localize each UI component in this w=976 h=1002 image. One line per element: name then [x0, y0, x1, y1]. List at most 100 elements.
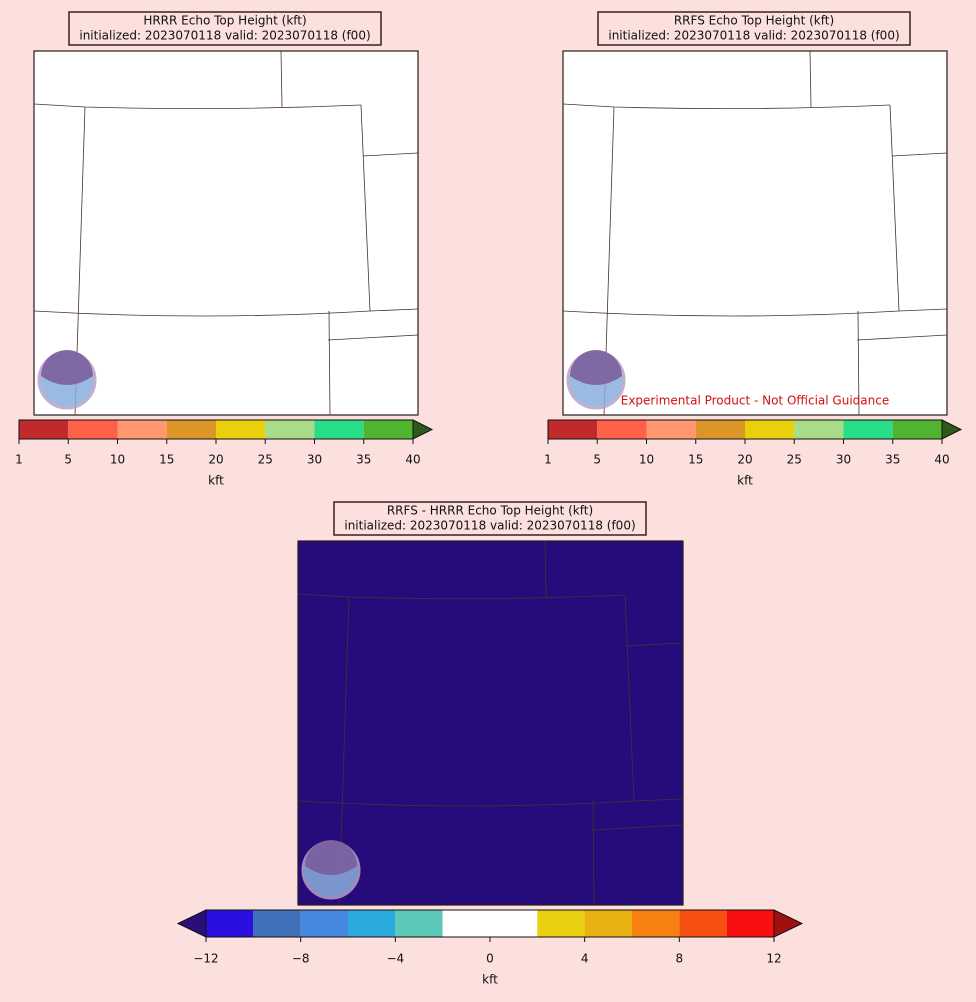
- state-border: [297, 800, 635, 807]
- state-border: [362, 152, 419, 157]
- colorbar-tick-label: −8: [292, 952, 310, 966]
- colorbar-tick-label: 20: [208, 453, 223, 467]
- note: Experimental Product - Not Official Guid…: [621, 394, 889, 408]
- colorbar-segment: [117, 420, 167, 439]
- panel-subtitle: initialized: 2023070118 valid: 202307011…: [608, 29, 899, 43]
- colorbar-segment: [646, 420, 696, 439]
- colorbar-segment: [584, 910, 632, 937]
- map-area: [33, 50, 419, 416]
- colorbar-segment: [265, 420, 315, 439]
- map-area: [562, 50, 948, 416]
- state-border: [624, 594, 635, 802]
- state-border: [327, 334, 419, 341]
- state-border: [633, 798, 683, 802]
- colorbar-tick-label: 1: [544, 453, 552, 467]
- colorbar-tick-label: 10: [639, 453, 654, 467]
- state-border: [591, 824, 683, 831]
- colorbar-extend-max: [941, 419, 963, 440]
- state-border: [562, 310, 900, 317]
- colorbar-segment: [597, 420, 647, 439]
- map-area: [297, 540, 684, 906]
- colorbar-segment: [794, 420, 844, 439]
- noaa-logo-top: [41, 350, 93, 385]
- state-border: [33, 103, 362, 109]
- panel-subtitle: initialized: 2023070118 valid: 202307011…: [344, 519, 635, 533]
- colorbar-tick-label: 30: [836, 453, 851, 467]
- colorbar-tick-label: 5: [64, 453, 72, 467]
- colorbar-tick-label: 20: [737, 453, 752, 467]
- colorbar-tick-label: 12: [766, 952, 781, 966]
- colorbar-tick-label: 15: [159, 453, 174, 467]
- colorbar-extend-min: [176, 909, 207, 938]
- colorbar-tick-label: 35: [356, 453, 371, 467]
- colorbar-tick-label: 4: [581, 952, 589, 966]
- colorbar-label: kft: [482, 973, 498, 987]
- state-borders: [562, 50, 948, 416]
- colorbar-tick-label: 30: [307, 453, 322, 467]
- state-border: [626, 642, 683, 647]
- state-border: [328, 310, 331, 416]
- colorbar-segment: [679, 910, 727, 937]
- colorbar-segment: [892, 420, 942, 439]
- state-border: [898, 308, 948, 312]
- state-border: [809, 50, 812, 108]
- panel-title: HRRR Echo Top Height (kft): [143, 14, 306, 28]
- state-border: [544, 540, 547, 598]
- state-border: [891, 152, 948, 157]
- colorbar-segment: [548, 420, 598, 439]
- colorbar-segment: [300, 910, 348, 937]
- colorbar-segment: [348, 910, 396, 937]
- panel-title: RRFS - HRRR Echo Top Height (kft): [387, 504, 593, 518]
- noaa-logo-top: [570, 350, 622, 385]
- state-border: [889, 104, 900, 312]
- colorbar-segment: [206, 910, 254, 937]
- colorbar-extend-max: [773, 909, 804, 938]
- colorbar-tick-label: 1: [15, 453, 23, 467]
- colorbar-tick-label: −4: [386, 952, 404, 966]
- colorbar-tick-label: 5: [593, 453, 601, 467]
- colorbar-segment: [216, 420, 266, 439]
- colorbar-tick-label: 15: [688, 453, 703, 467]
- colorbar-segment: [695, 420, 745, 439]
- colorbar-segment: [68, 420, 118, 439]
- colorbar-tick-label: 8: [676, 952, 684, 966]
- colorbar-label: kft: [208, 474, 224, 488]
- colorbar-segment: [442, 910, 538, 937]
- colorbar-tick-label: 40: [934, 453, 949, 467]
- state-border: [856, 334, 948, 341]
- colorbar-segment: [726, 910, 774, 937]
- colorbar-tick-label: 40: [405, 453, 420, 467]
- state-border: [562, 103, 891, 109]
- state-border: [33, 310, 371, 317]
- panel-title: RRFS Echo Top Height (kft): [674, 14, 834, 28]
- colorbar-segment: [166, 420, 216, 439]
- colorbar-label: kft: [737, 474, 753, 488]
- colorbar-segment: [537, 910, 585, 937]
- colorbar-extend-max: [412, 419, 434, 440]
- panel-subtitle: initialized: 2023070118 valid: 202307011…: [79, 29, 370, 43]
- colorbar-segment: [253, 910, 301, 937]
- colorbar-segment: [19, 420, 69, 439]
- colorbar-tick-label: 25: [258, 453, 273, 467]
- colorbar-segment: [363, 420, 413, 439]
- state-border: [369, 308, 419, 312]
- title-box: [68, 11, 382, 46]
- state-border: [857, 310, 860, 416]
- title-box: [597, 11, 911, 46]
- state-border: [360, 104, 371, 312]
- colorbar-tick-label: 0: [486, 952, 494, 966]
- state-border: [297, 593, 626, 599]
- title-box: [333, 501, 647, 536]
- colorbar-segment: [314, 420, 364, 439]
- colorbar-segment: [395, 910, 443, 937]
- colorbar-segment: [745, 420, 795, 439]
- state-border: [592, 800, 595, 906]
- colorbar-tick-label: 10: [110, 453, 125, 467]
- colorbar-segment: [843, 420, 893, 439]
- colorbar-tick-label: −12: [193, 952, 218, 966]
- colorbar-tick-label: 35: [885, 453, 900, 467]
- colorbar-tick-label: 25: [787, 453, 802, 467]
- state-border: [280, 50, 283, 108]
- colorbar-segment: [632, 910, 680, 937]
